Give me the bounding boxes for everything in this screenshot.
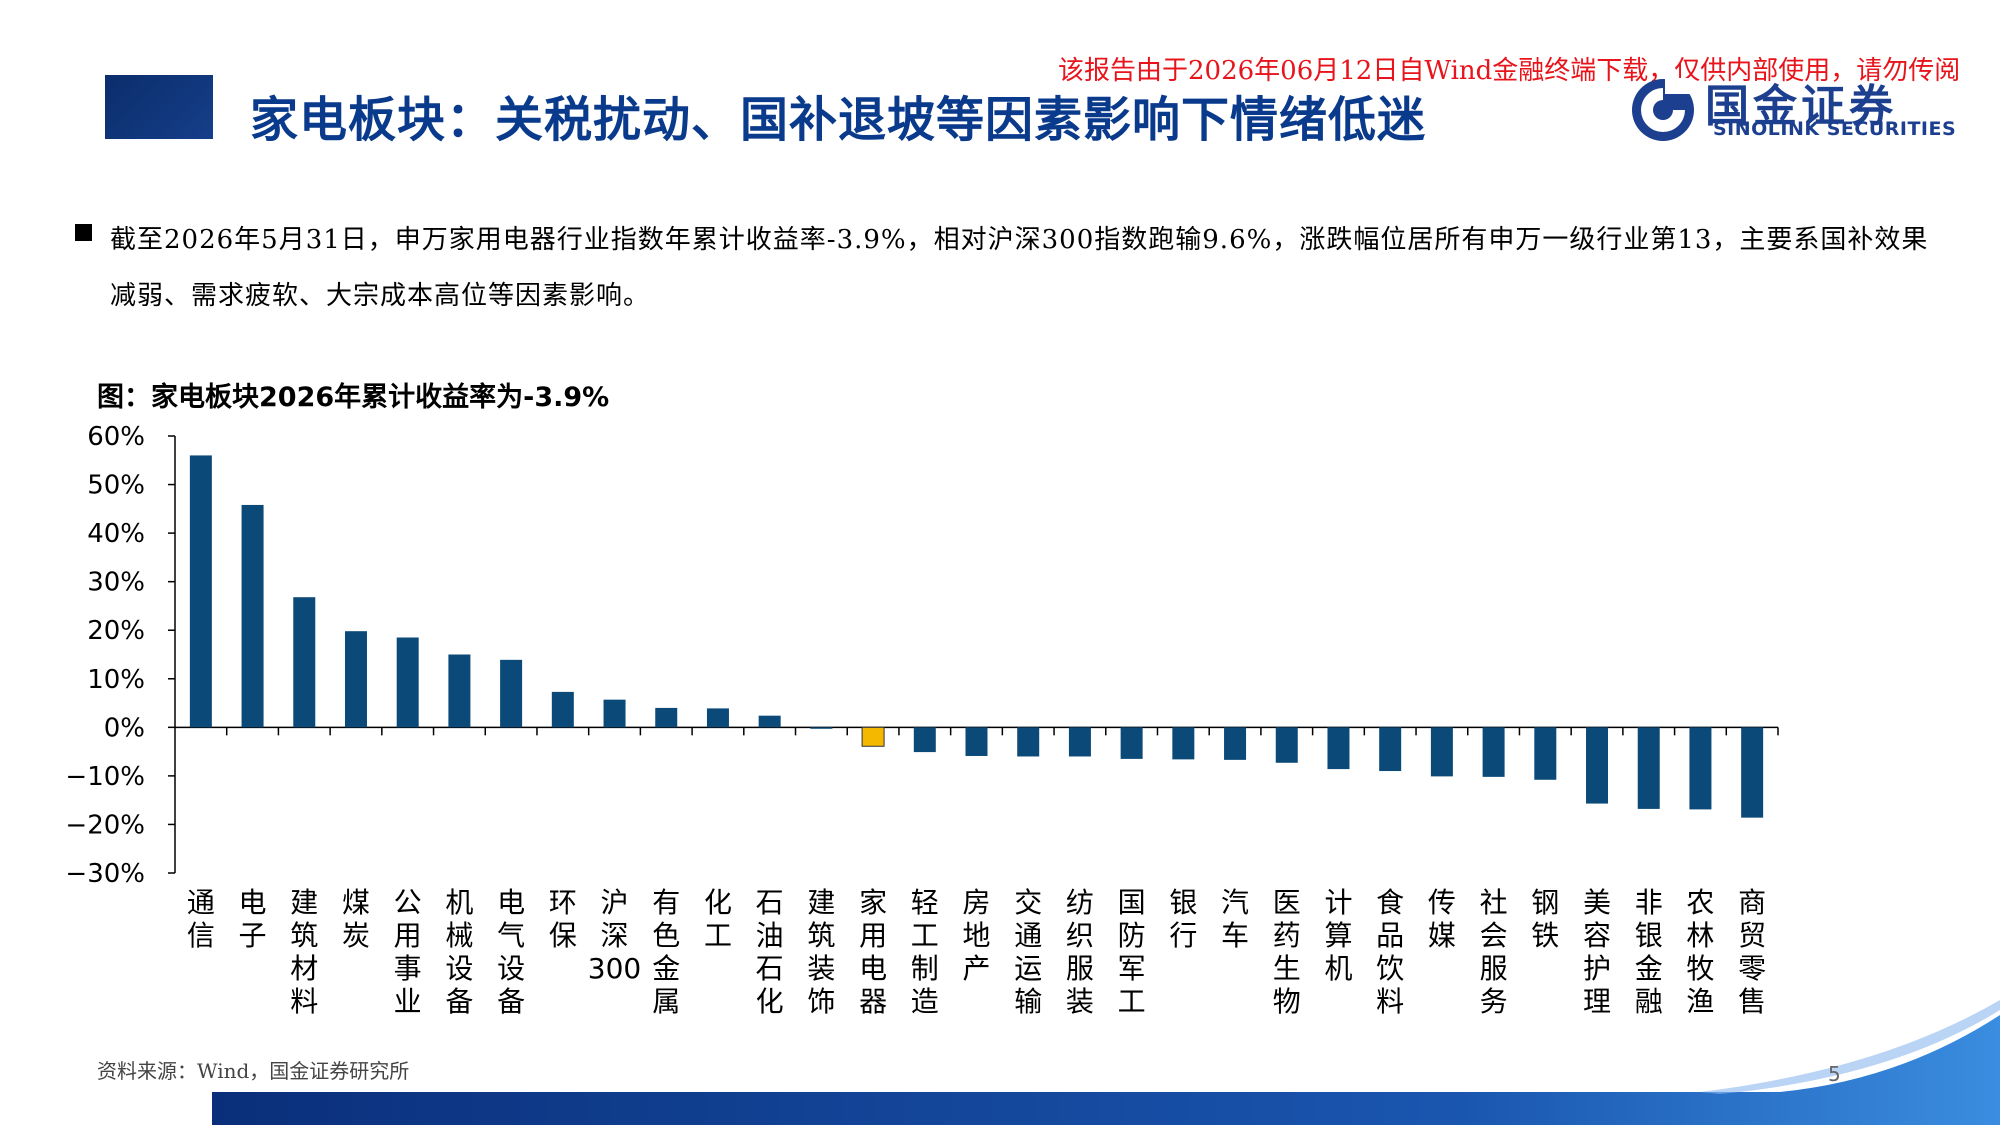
x-tick-label: 机械设备 [445,886,473,1018]
logo-english-name: SINOLINK SECURITIES [1713,118,1957,140]
bar-银行 [1172,727,1195,760]
x-tick-label: 通信 [187,886,215,952]
bar-电子 [241,504,264,728]
x-tick-label: 交通运输 [1014,886,1042,1018]
bar-公用事业 [396,637,419,728]
bar-机械设备 [448,654,471,728]
bar-石油石化 [758,715,781,728]
x-tick-label: 石油石化 [756,886,784,1018]
y-tick-label: 40% [87,519,145,549]
bar-美容护理 [1586,727,1609,804]
bar-非银金融 [1637,727,1660,809]
x-tick-label: 商贸零售 [1738,886,1766,1018]
bar-交通运输 [1017,727,1040,757]
bar-有色金属 [655,707,678,728]
x-tick-label: 计算机 [1324,886,1352,985]
page-title: 家电板块：关税扰动、国补退坡等因素影响下情绪低迷 [250,92,1427,148]
bullet-marker [75,224,92,241]
company-logo: 国金证券 SINOLINK SECURITIES [1625,70,1957,145]
bar-社会服务 [1482,727,1505,777]
x-tick-label: 食品饮料 [1376,886,1404,1018]
x-tick-label: 房地产 [962,886,990,985]
x-tick-label: 纺织服装 [1066,886,1094,1018]
watermark-text: 该报告由于2026年06月12日自Wind金融终端下载，仅供内部使用，请勿传阅 [1058,56,1961,86]
x-tick-label: 汽车 [1221,886,1249,952]
bar-计算机 [1327,727,1350,770]
y-tick-label: 20% [87,616,145,646]
x-tick-label: 建筑材料 [290,886,318,1018]
bar-房地产 [965,727,988,756]
bar-医药生物 [1275,727,1298,763]
bar-纺织服装 [1068,727,1091,757]
bar-国防军工 [1120,727,1143,759]
y-tick-label: 60% [87,422,145,452]
logo-chinese-name: 国金证券 [1705,81,1897,132]
title-accent-block [105,75,213,139]
x-tick-label: 农林牧渔 [1686,886,1714,1018]
x-tick-label: 传媒 [1428,886,1456,952]
y-tick-label: 50% [87,471,145,501]
y-tick-label: 30% [87,568,145,598]
x-tick-label: 煤炭 [342,886,370,952]
logo-mark-icon [1632,78,1694,141]
bar-钢铁 [1534,727,1557,780]
bar-传媒 [1430,727,1453,777]
x-tick-label: 家用电器 [859,886,887,1018]
source-note: 资料来源：Wind，国金证券研究所 [97,1059,410,1083]
bar-家用电器 [861,726,885,747]
bullet-text: 截至2026年5月31日，申万家用电器行业指数年累计收益率-3.9%，相对沪深3… [110,225,1929,311]
bar-商贸零售 [1741,727,1764,818]
x-tick-label: 沪深 300 [588,886,641,985]
bar-建筑材料 [293,597,316,728]
bar-煤炭 [344,631,367,728]
x-tick-label: 钢铁 [1531,886,1559,952]
y-tick-label: −10% [65,762,145,792]
bar-食品饮料 [1379,727,1402,772]
x-tick-label: 银行 [1169,886,1197,952]
x-tick-label: 化工 [704,886,732,952]
bar-通信 [189,455,212,728]
bar-沪深300 [603,699,626,728]
y-tick-label: 10% [87,665,145,695]
bar-化工 [706,708,729,728]
y-tick-label: −20% [65,810,145,840]
x-tick-label: 电气设备 [497,886,525,1018]
x-tick-label: 公用事业 [394,886,422,1018]
x-tick-label: 美容护理 [1583,886,1611,1018]
x-tick-label: 电子 [239,886,267,952]
x-tick-label: 环保 [549,886,577,952]
bar-轻工制造 [913,727,936,753]
bar-电气设备 [500,659,523,728]
chart-title: 图：家电板块2026年累计收益率为-3.9% [97,382,610,413]
bar-农林牧渔 [1689,727,1712,810]
x-tick-label: 国防军工 [1118,886,1146,1018]
page-number: 5 [1828,1062,1841,1086]
bar-汽车 [1224,727,1247,760]
x-tick-label: 建筑装饰 [807,886,835,1018]
bar-建筑装饰 [810,727,833,729]
x-tick-label: 轻工制造 [911,886,939,1018]
x-tick-label: 医药生物 [1273,886,1301,1018]
x-tick-label: 有色金属 [652,886,680,1018]
y-tick-label: −30% [65,859,145,889]
x-tick-label: 非银金融 [1635,886,1663,1018]
bar-环保 [551,691,574,728]
x-tick-label: 社会服务 [1480,886,1508,1018]
y-tick-label: 0% [104,713,145,743]
